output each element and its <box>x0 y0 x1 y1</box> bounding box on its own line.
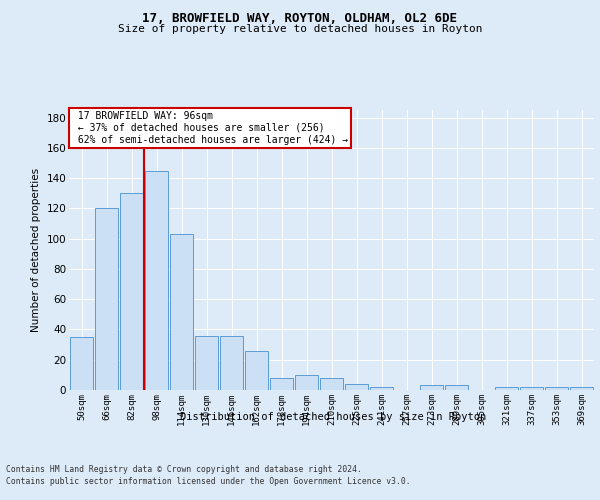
Bar <box>145 170 169 390</box>
Bar <box>119 193 143 390</box>
Text: Contains HM Land Registry data © Crown copyright and database right 2024.: Contains HM Land Registry data © Crown c… <box>6 465 362 474</box>
Bar <box>70 337 94 390</box>
Bar <box>520 387 544 390</box>
Bar <box>269 378 293 390</box>
Text: Size of property relative to detached houses in Royton: Size of property relative to detached ho… <box>118 24 482 34</box>
Bar <box>170 234 193 390</box>
Bar <box>344 384 368 390</box>
Bar <box>95 208 118 390</box>
Bar <box>419 386 443 390</box>
Text: 17 BROWFIELD WAY: 96sqm
 ← 37% of detached houses are smaller (256)
 62% of semi: 17 BROWFIELD WAY: 96sqm ← 37% of detache… <box>71 112 348 144</box>
Bar <box>220 336 244 390</box>
Y-axis label: Number of detached properties: Number of detached properties <box>31 168 41 332</box>
Bar <box>569 387 593 390</box>
Text: Distribution of detached houses by size in Royton: Distribution of detached houses by size … <box>180 412 486 422</box>
Text: Contains public sector information licensed under the Open Government Licence v3: Contains public sector information licen… <box>6 478 410 486</box>
Bar <box>445 386 469 390</box>
Bar <box>245 350 268 390</box>
Bar <box>295 375 319 390</box>
Text: 17, BROWFIELD WAY, ROYTON, OLDHAM, OL2 6DE: 17, BROWFIELD WAY, ROYTON, OLDHAM, OL2 6… <box>143 12 458 26</box>
Bar <box>494 387 518 390</box>
Bar <box>320 378 343 390</box>
Bar <box>370 387 394 390</box>
Bar <box>545 387 568 390</box>
Bar <box>194 336 218 390</box>
